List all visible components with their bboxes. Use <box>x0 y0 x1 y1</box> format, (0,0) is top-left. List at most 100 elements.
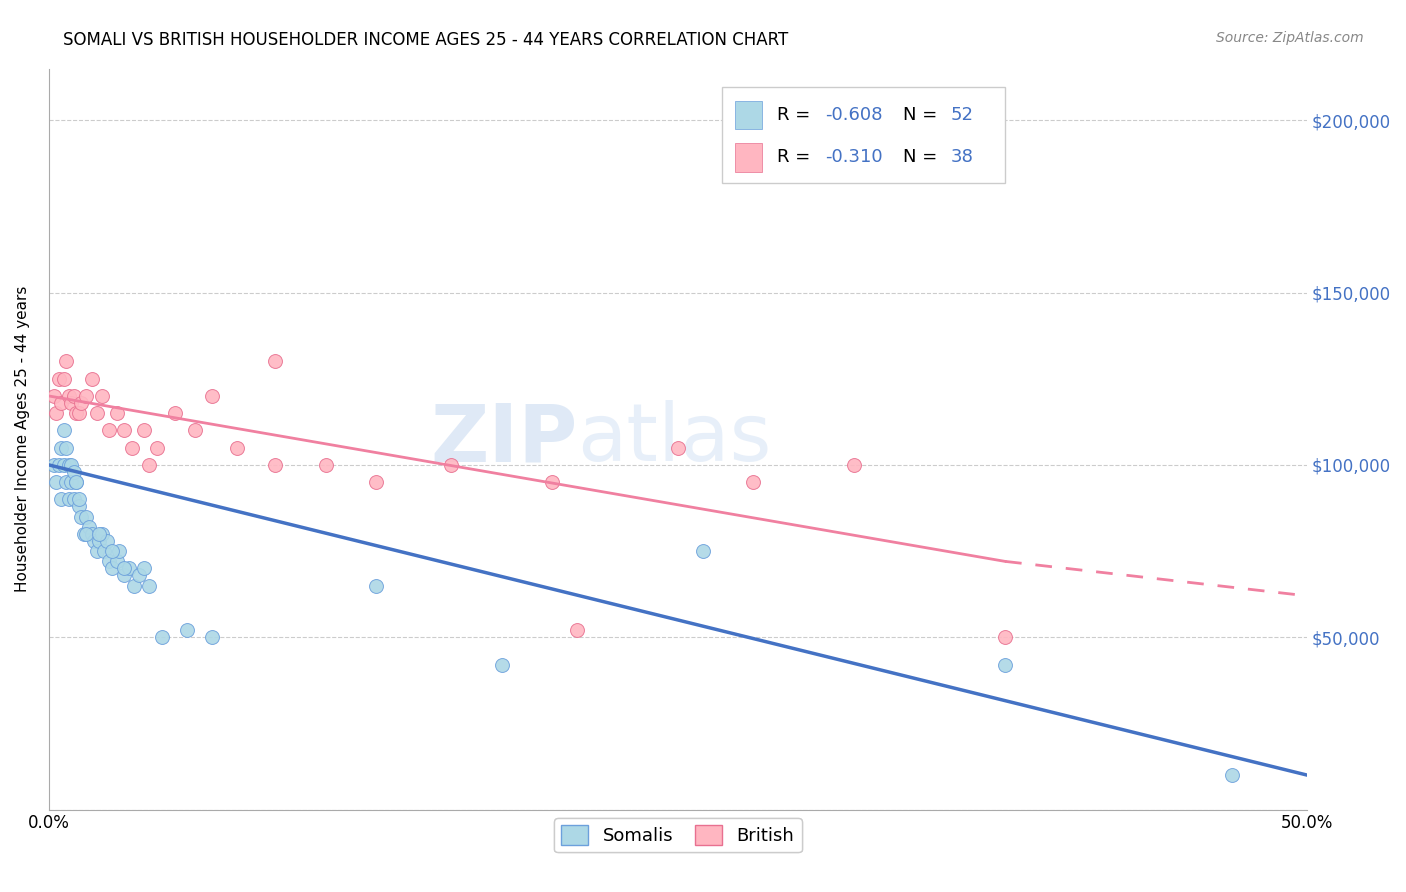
Point <box>55 441 77 455</box>
Legend: Somalis, British: Somalis, British <box>554 818 801 853</box>
Point <box>742 475 765 489</box>
Point <box>264 458 287 472</box>
Point <box>994 657 1017 672</box>
Point <box>58 492 80 507</box>
FancyBboxPatch shape <box>734 144 762 171</box>
Point <box>52 424 75 438</box>
Point <box>567 624 589 638</box>
Point <box>51 492 73 507</box>
Point <box>440 458 463 472</box>
Point <box>42 389 65 403</box>
Point <box>63 492 86 507</box>
Text: SOMALI VS BRITISH HOUSEHOLDER INCOME AGES 25 - 44 YEARS CORRELATION CHART: SOMALI VS BRITISH HOUSEHOLDER INCOME AGE… <box>63 31 789 49</box>
Point <box>67 492 90 507</box>
Point <box>90 526 112 541</box>
Point <box>124 578 146 592</box>
Point <box>226 441 249 455</box>
Point <box>83 533 105 548</box>
Point <box>70 396 93 410</box>
Point <box>52 458 75 472</box>
Text: 52: 52 <box>950 106 974 124</box>
Point <box>96 533 118 548</box>
Point <box>100 544 122 558</box>
Point <box>48 372 70 386</box>
Point <box>994 630 1017 644</box>
Point <box>55 475 77 489</box>
Point <box>134 561 156 575</box>
Point <box>666 441 689 455</box>
Point <box>98 554 121 568</box>
Point <box>65 406 87 420</box>
Point <box>58 458 80 472</box>
Point <box>60 475 83 489</box>
Point <box>112 561 135 575</box>
Point <box>201 389 224 403</box>
Point <box>134 424 156 438</box>
Point <box>150 630 173 644</box>
Point <box>60 458 83 472</box>
Point <box>87 533 110 548</box>
Point <box>264 354 287 368</box>
Point <box>138 578 160 592</box>
Text: N =: N = <box>903 148 943 167</box>
Point <box>146 441 169 455</box>
Point <box>76 389 98 403</box>
Point <box>201 630 224 644</box>
Point <box>52 372 75 386</box>
Text: N =: N = <box>903 106 943 124</box>
Point <box>70 509 93 524</box>
Point <box>80 372 103 386</box>
Point <box>121 441 143 455</box>
Point <box>45 475 67 489</box>
Text: -0.608: -0.608 <box>825 106 883 124</box>
Text: 38: 38 <box>950 148 974 167</box>
Y-axis label: Householder Income Ages 25 - 44 years: Householder Income Ages 25 - 44 years <box>15 285 30 592</box>
FancyBboxPatch shape <box>734 101 762 129</box>
Text: Source: ZipAtlas.com: Source: ZipAtlas.com <box>1216 31 1364 45</box>
Point <box>692 544 714 558</box>
Point <box>55 354 77 368</box>
Point <box>65 475 87 489</box>
Point <box>1220 768 1243 782</box>
Point <box>86 406 108 420</box>
Point <box>67 406 90 420</box>
Point <box>65 475 87 489</box>
Point <box>60 396 83 410</box>
Point <box>315 458 337 472</box>
FancyBboxPatch shape <box>721 87 1005 184</box>
Point <box>138 458 160 472</box>
Point <box>112 568 135 582</box>
Point <box>73 526 96 541</box>
Text: R =: R = <box>778 148 817 167</box>
Text: ZIP: ZIP <box>430 400 578 478</box>
Point <box>76 509 98 524</box>
Point <box>58 389 80 403</box>
Point <box>63 465 86 479</box>
Point <box>108 544 131 558</box>
Point <box>163 406 186 420</box>
Point <box>364 578 387 592</box>
Point <box>118 561 141 575</box>
Point <box>87 526 110 541</box>
Point <box>112 424 135 438</box>
Point <box>491 657 513 672</box>
Point <box>77 520 100 534</box>
Point <box>86 544 108 558</box>
Point <box>541 475 564 489</box>
Point <box>364 475 387 489</box>
Point <box>45 406 67 420</box>
Point <box>93 544 115 558</box>
Point <box>105 406 128 420</box>
Text: -0.310: -0.310 <box>825 148 883 167</box>
Point <box>100 561 122 575</box>
Text: atlas: atlas <box>578 400 772 478</box>
Point <box>128 568 150 582</box>
Point <box>63 389 86 403</box>
Text: R =: R = <box>778 106 817 124</box>
Point <box>842 458 865 472</box>
Point <box>76 526 98 541</box>
Point <box>105 554 128 568</box>
Point <box>51 441 73 455</box>
Point <box>67 500 90 514</box>
Point <box>176 624 198 638</box>
